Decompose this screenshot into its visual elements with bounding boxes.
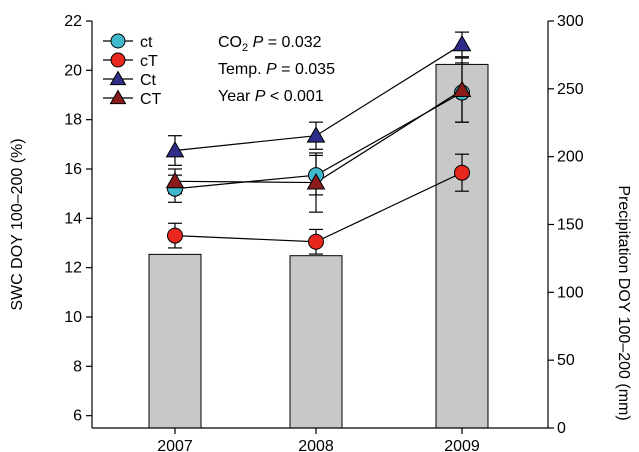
- point-Ct: [306, 126, 326, 143]
- legend-marker-ct: [110, 33, 126, 49]
- point-CT: [306, 173, 326, 190]
- stat-annotation: CO2 P = 0.032: [218, 34, 322, 54]
- right-tick-label: 300: [557, 13, 584, 30]
- legend-label: cT: [140, 53, 158, 70]
- left-tick-label: 18: [64, 112, 82, 129]
- right-tick-label: 150: [557, 217, 584, 234]
- point-cT: [167, 227, 183, 244]
- left-tick-label: 8: [73, 358, 82, 375]
- legend-marker-cT: [110, 52, 126, 68]
- legend-label: ct: [140, 34, 153, 51]
- left-tick-label: 6: [73, 408, 82, 425]
- left-tick-label: 20: [64, 62, 82, 79]
- left-tick-label: 12: [64, 260, 82, 277]
- legend-marker-CT: [109, 89, 127, 105]
- left-tick-label: 10: [64, 309, 82, 326]
- point-Ct: [165, 140, 185, 158]
- point-cT: [308, 233, 324, 250]
- right-tick-label: 100: [557, 284, 584, 301]
- left-tick-label: 22: [64, 13, 82, 30]
- x-tick-label: 2009: [444, 438, 480, 452]
- left-tick-label: 14: [64, 210, 82, 227]
- point-cT: [454, 164, 470, 181]
- right-tick-label: 50: [557, 352, 575, 369]
- legend-label: CT: [140, 91, 162, 108]
- right-tick-label: 250: [557, 81, 584, 98]
- stat-annotation: Temp. P = 0.035: [218, 61, 335, 78]
- right-tick-label: 200: [557, 149, 584, 166]
- precip-bar: [148, 253, 202, 429]
- legend-label: Ct: [140, 72, 157, 89]
- precip-bar: [289, 255, 343, 429]
- right-tick-label: 0: [557, 420, 566, 437]
- point-Ct: [452, 34, 472, 52]
- x-tick-label: 2007: [157, 438, 193, 452]
- stat-annotation: Year P < 0.001: [218, 88, 324, 105]
- left-tick-label: 16: [64, 161, 82, 178]
- precip-bar: [435, 63, 489, 429]
- x-tick-label: 2008: [298, 438, 334, 452]
- left-axis-title: SWC DOY 100–200 (%): [9, 138, 26, 310]
- point-CT: [165, 171, 185, 189]
- right-axis-title: Precipitation DOY 100–200 (mm): [615, 185, 632, 420]
- point-CT: [452, 80, 472, 97]
- legend-marker-Ct: [109, 70, 127, 86]
